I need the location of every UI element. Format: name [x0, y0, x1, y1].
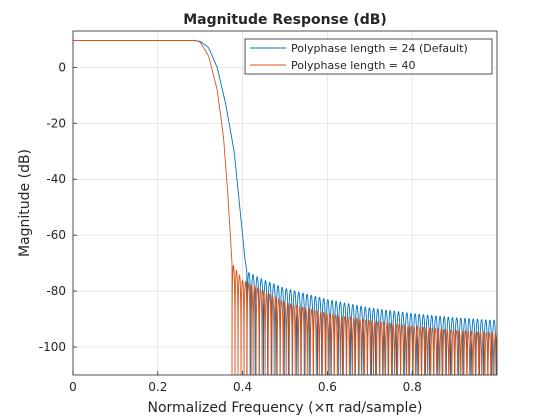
legend-label-series-1: Polyphase length = 24 (Default) [291, 42, 468, 55]
legend: Polyphase length = 24 (Default) Polyphas… [244, 38, 493, 75]
x-tick-label: 0 [69, 380, 77, 394]
series-group [73, 40, 497, 375]
y-tick-label: 0 [58, 60, 66, 74]
legend-label-series-2: Polyphase length = 40 [291, 59, 416, 72]
y-tick-label: -20 [46, 116, 66, 130]
x-axis-label: Normalized Frequency (×π rad/sample) [148, 400, 423, 416]
y-tick-label: -80 [46, 284, 66, 298]
tick-labels: 0 0.2 0.4 0.6 0.8 0 -20 -40 -60 -80 -100 [39, 60, 422, 394]
x-tick-label: 0.4 [233, 380, 252, 394]
y-tick-label: -60 [46, 228, 66, 242]
x-tick-label: 0.8 [403, 380, 422, 394]
y-axis-label: Magnitude (dB) [17, 149, 33, 257]
y-tick-label: -40 [46, 172, 66, 186]
tick-marks [72, 66, 413, 375]
series-line-2 [73, 40, 497, 375]
legend-box [244, 38, 493, 75]
x-tick-label: 0.6 [318, 380, 337, 394]
y-tick-label: -100 [39, 340, 66, 354]
axes-box [72, 30, 498, 376]
chart-title: Magnitude Response (dB) [183, 12, 387, 28]
x-tick-label: 0.2 [148, 380, 167, 394]
